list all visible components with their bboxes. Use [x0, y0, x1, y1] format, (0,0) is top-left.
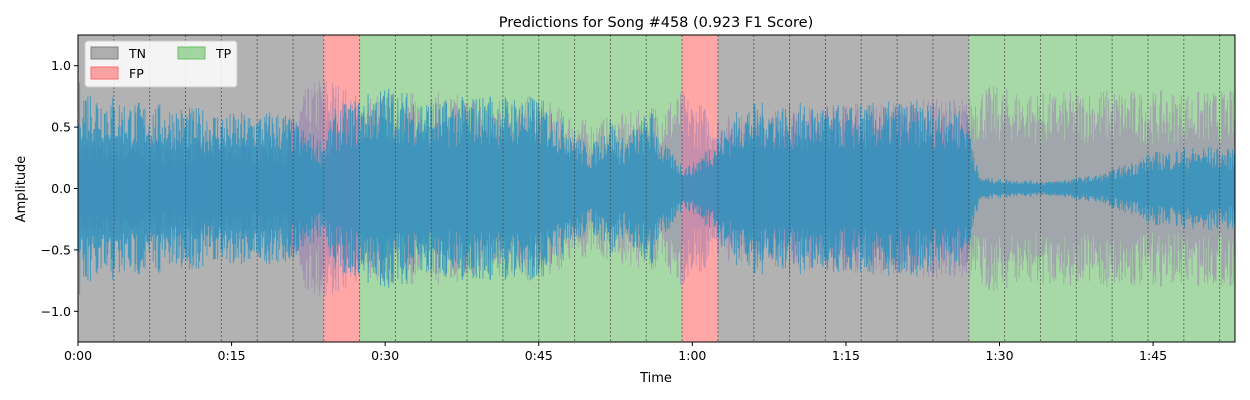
y-tick-label: −1.0 — [41, 304, 71, 319]
legend-label-tp: TP — [215, 46, 232, 61]
legend-label-fp: FP — [129, 66, 144, 81]
legend-swatch-tp — [177, 46, 206, 60]
x-tick-label: 1:30 — [985, 348, 1013, 363]
y-tick-label: 0.0 — [51, 181, 71, 196]
waveform-series-1 — [77, 82, 1236, 295]
x-tick-label: 0:00 — [64, 348, 92, 363]
y-tick-label: 0.5 — [51, 120, 71, 135]
x-axis-label: Time — [639, 371, 672, 386]
legend-swatch-tn — [90, 46, 119, 60]
legend-label-tn: TN — [128, 46, 146, 61]
x-tick-label: 1:15 — [832, 348, 860, 363]
y-tick-label: 1.0 — [51, 58, 71, 73]
plot-area: 0:00 0:15 0:30 0:45 1:00 1:15 1:30 1:45 1.0 0.5 0.… — [41, 34, 1236, 363]
x-tick-label: 1:45 — [1139, 348, 1167, 363]
chart-title: Predictions for Song #458 (0.923 F1 Scor… — [499, 15, 813, 31]
legend-swatch-fp — [90, 66, 119, 80]
x-tick-label: 0:30 — [371, 348, 399, 363]
y-tick-label: −0.5 — [41, 242, 71, 257]
x-tick-label: 0:45 — [525, 348, 553, 363]
x-tick-label: 0:15 — [218, 348, 246, 363]
y-axis-label: Amplitude — [14, 156, 29, 223]
x-tick-label: 1:00 — [678, 348, 706, 363]
